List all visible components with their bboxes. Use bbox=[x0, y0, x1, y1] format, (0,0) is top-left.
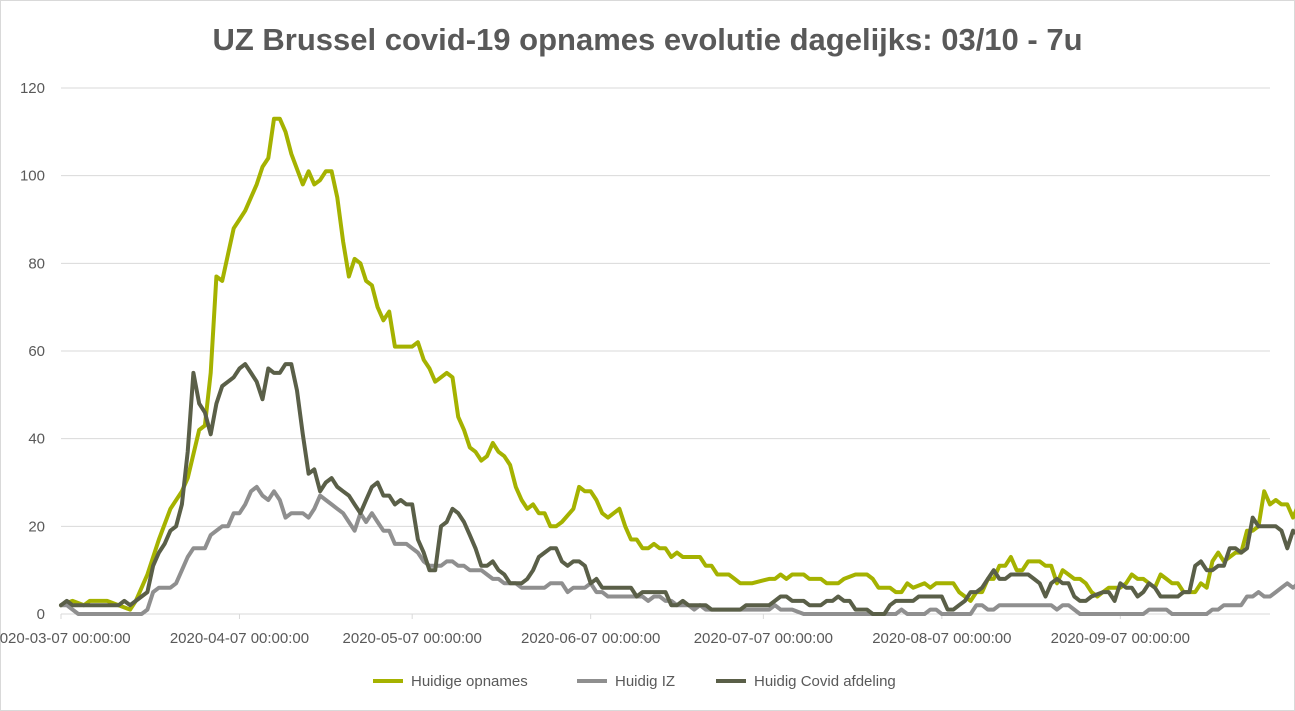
x-tick-label: 2020-08-07 00:00:00 bbox=[872, 630, 1011, 647]
y-tick-label: 120 bbox=[20, 80, 45, 97]
legend-label-1: Huidige opnames bbox=[411, 673, 528, 690]
series-lines bbox=[59, 116, 1295, 616]
y-tick-label: 80 bbox=[28, 255, 45, 272]
y-axis-ticks: 0 20 40 60 80 100 120 bbox=[20, 80, 45, 623]
chart-title: UZ Brussel covid-19 opnames evolutie dag… bbox=[212, 22, 1083, 57]
x-tick-label: 2020-03-07 00:00:00 bbox=[0, 630, 131, 647]
legend-label-2: Huidig IZ bbox=[615, 673, 675, 690]
x-tick-label: 2020-06-07 00:00:00 bbox=[521, 630, 660, 647]
y-tick-label: 40 bbox=[28, 431, 45, 448]
x-tick-label: 2020-09-07 00:00:00 bbox=[1051, 630, 1190, 647]
legend: Huidige opnames Huidig IZ Huidig Covid afd… bbox=[373, 673, 896, 690]
legend-label-3: Huidig Covid afdeling bbox=[754, 673, 896, 690]
y-tick-label: 20 bbox=[28, 518, 45, 535]
gridlines bbox=[61, 87, 1270, 527]
y-tick-label: 60 bbox=[28, 343, 45, 360]
series-line-2 bbox=[59, 484, 1295, 616]
x-axis-ticks: 2020-03-07 00:00:00 2020-04-07 00:00:00 20… bbox=[0, 614, 1190, 647]
series-line-3 bbox=[59, 362, 1295, 616]
x-tick-label: 2020-07-07 00:00:00 bbox=[694, 630, 833, 647]
y-tick-label: 100 bbox=[20, 168, 45, 185]
y-tick-label: 0 bbox=[37, 606, 45, 623]
x-tick-label: 2020-05-07 00:00:00 bbox=[343, 630, 482, 647]
x-tick-label: 2020-04-07 00:00:00 bbox=[170, 630, 309, 647]
series-line-1 bbox=[59, 116, 1295, 612]
